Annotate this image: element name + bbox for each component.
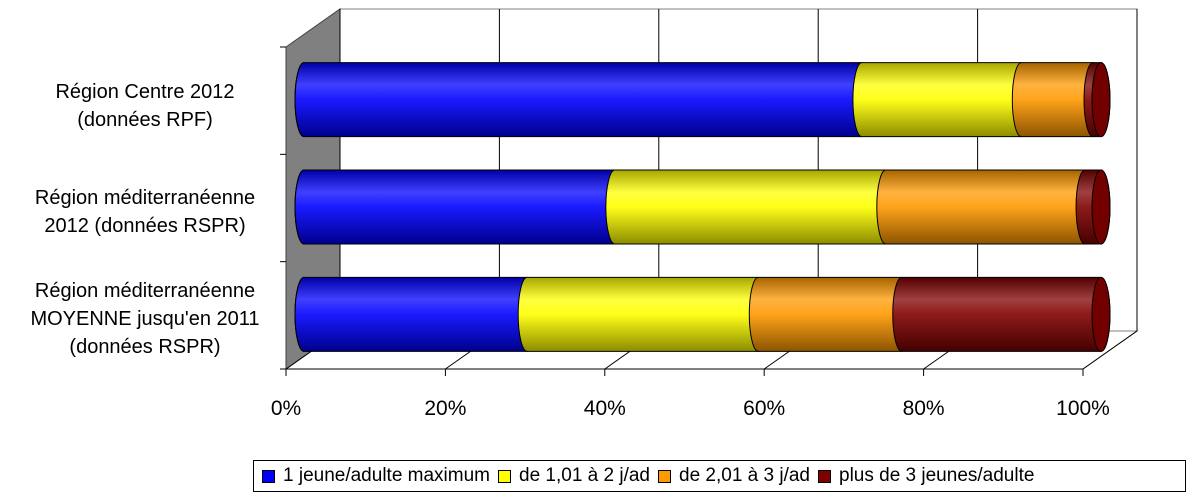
legend-swatch <box>498 469 511 483</box>
legend-swatch <box>262 469 275 483</box>
legend-label: de 2,01 à 3 j/ad <box>679 465 810 486</box>
floor-gridline <box>1082 330 1138 370</box>
bar-start-cap <box>294 62 305 138</box>
x-tick-label: 100% <box>1056 397 1110 420</box>
category-label-line: Région Centre 2012 <box>55 81 235 103</box>
x-tick-label: 0% <box>271 397 301 420</box>
category-label: Région méditerranéenne MOYENNE jusqu'en 2… <box>0 277 290 361</box>
legend-swatch <box>658 469 671 483</box>
bar-end-cap <box>1091 276 1111 352</box>
category-label: Région méditerranéenne 2012 (données RSPR… <box>0 184 290 240</box>
bar-end-cap <box>1091 62 1111 138</box>
legend: 1 jeune/adulte maximum de 1,01 à 2 j/ad de… <box>253 460 1186 492</box>
legend-swatch <box>818 469 831 483</box>
category-label-line: (données RSPR) <box>69 336 221 358</box>
bar-segment <box>294 169 625 245</box>
bar-segment <box>852 62 1031 138</box>
category-label-line: Région méditerranéenne <box>34 280 256 302</box>
category-label-line: MOYENNE jusqu'en 2011 <box>30 308 260 330</box>
bar-segment <box>748 276 912 352</box>
bar-segment <box>294 276 537 352</box>
legend-item: de 1,01 à 2 j/ad <box>498 465 650 487</box>
bar-start-cap <box>294 276 305 352</box>
bar-start-cap <box>294 169 305 245</box>
category-label-line: Région méditerranéenne <box>34 187 256 209</box>
legend-label: plus de 3 jeunes/adulte <box>839 465 1035 486</box>
legend-item: de 2,01 à 3 j/ad <box>658 465 810 487</box>
category-label-line: 2012 (données RSPR) <box>44 215 246 237</box>
bar-segment <box>294 62 872 138</box>
legend-item: plus de 3 jeunes/adulte <box>818 465 1034 487</box>
legend-label: 1 jeune/adulte maximum <box>283 465 490 486</box>
legend-item: 1 jeune/adulte maximum <box>262 465 490 487</box>
bar-segment <box>876 169 1095 245</box>
bar-segment <box>605 169 896 245</box>
x-tick-label: 40% <box>584 397 626 420</box>
category-label: Région Centre 2012 (données RPF) <box>0 78 290 134</box>
x-tick-label: 20% <box>424 397 466 420</box>
bar-end-cap <box>1091 169 1111 245</box>
legend-label: de 1,01 à 2 j/ad <box>519 465 650 486</box>
bar-segment <box>892 276 1111 352</box>
x-tick-label: 60% <box>743 397 785 420</box>
category-label-line: (données RPF) <box>77 109 213 131</box>
x-tick-label: 80% <box>903 397 945 420</box>
bar-segment <box>517 276 768 352</box>
